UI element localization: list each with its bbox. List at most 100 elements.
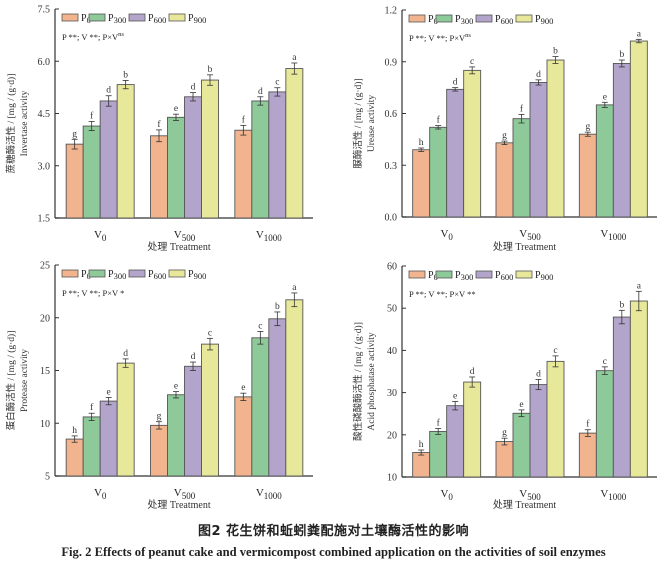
legend: P0P300P600P900 [408,270,553,282]
significance-letter: c [553,346,557,356]
bar-p0 [150,135,168,219]
legend-swatch-2 [128,269,146,278]
significance-letter: c [275,78,279,88]
bar-p600 [612,63,631,218]
significance-letter: d [536,70,541,80]
bar-p600 [529,81,548,218]
bar-p300 [251,100,270,219]
significance-letter: e [107,387,111,397]
significance-letter: a [292,283,297,293]
chart-panel-top-left: 1.5 3.0 4.5 6.0 7.5 蔗糖酶活性 / [mg / (g·d)] Inver… [5,5,313,253]
bar-p300 [167,394,185,477]
x-axis-label: 处理 Treatment [147,499,210,511]
bar-p600 [184,365,202,477]
significance-letter: f [437,417,441,428]
significance-letter: h [72,426,77,436]
legend-swatch-3 [168,13,186,22]
bar-p0 [412,149,431,218]
bar-p300 [512,412,531,478]
y-tick-label: 0.3 [385,161,398,172]
y-axis-label-english: Urease activity [367,95,377,152]
x-tick-label: V500 [519,228,541,242]
bar-p900 [629,300,648,478]
legend-swatch-2 [475,270,493,279]
significance-letter: f [520,103,524,114]
bar-p900 [116,362,135,477]
legend-label: P600 [495,14,513,26]
significance-letter: f [90,111,94,122]
significance-letter: b [275,302,280,312]
bar-p600 [612,316,631,478]
bar-p900 [546,59,565,218]
significance-letter: c [208,328,212,338]
x-tick-label: V0 [440,228,453,242]
bar-p900 [546,360,565,478]
significance-letter: e [174,104,178,114]
bar-p900 [463,381,482,478]
y-tick-label: 25 [40,261,50,272]
significance-letter: d [123,349,128,359]
significance-letter: f [242,114,246,125]
y-tick-label: 10 [40,419,50,430]
legend-swatch-0 [61,269,79,278]
bar-p0 [578,133,597,218]
significance-letter: f [90,402,94,413]
legend-swatch-2 [475,14,493,23]
significance-letter: c [603,357,607,367]
figure-caption-chinese: 图2 花生饼和蚯蚓粪配施对土壤酶活性的影响 [197,524,470,539]
bar-p300 [429,430,448,478]
anova-stats: P **; V **; P×Vns [409,32,471,43]
significance-letter: g [72,129,77,139]
significance-letter: b [619,300,624,310]
y-tick-label: 40 [387,346,397,357]
x-tick-label: V1000 [256,487,282,501]
x-tick-label: V0 [94,487,107,501]
x-tick-label: V1000 [600,488,626,502]
bar-p300 [251,337,270,477]
significance-letter: d [106,86,111,96]
y-tick-label: 5 [45,472,50,483]
bar-p900 [285,68,304,219]
legend-label: P300 [108,13,126,25]
legend-swatch-1 [88,269,106,278]
significance-letter: a [637,29,642,39]
y-tick-label: 15 [40,366,50,377]
legend-label: P600 [148,13,166,25]
bar-p0 [495,142,514,218]
y-tick-label: 1.2 [385,6,398,17]
bar-p600 [446,88,465,218]
x-tick-label: V500 [519,488,541,502]
y-tick-label: 4.5 [38,109,51,120]
x-axis-label: 处理 Treatment [493,241,556,253]
anova-stats: P **; V **; P×Vns [62,31,124,42]
x-tick-label: V500 [174,229,196,243]
significance-letter: e [519,400,523,410]
significance-letter: g [157,412,162,422]
x-tick-label: V0 [440,488,453,502]
significance-letter: c [470,57,474,67]
chart-panel-top-right: 0.0 0.3 0.6 0.9 1.2 脲酶活性 / [mg / (g·d)] Urease… [352,6,657,253]
bar-p0 [150,424,168,477]
bar-p900 [285,299,304,477]
significance-letter: a [292,53,297,63]
y-tick-label: 20 [387,430,397,441]
bar-p600 [529,384,548,478]
significance-letter: f [586,419,590,430]
bar-p600 [99,400,118,477]
x-axis-label: 处理 Treatment [493,499,556,511]
significance-letter: e [241,383,245,393]
y-axis-label-english: Invertase activity [20,90,30,156]
y-axis-label-chinese: 蛋白酶活性 / [mg / (g·d)] [5,331,17,431]
y-tick-label: 0.6 [385,109,398,120]
significance-letter: e [174,382,178,392]
chart-panel-bottom-right: 10 20 30 40 50 60 酸性磷酸酶活性 / [mg / (g·d)] Acid p… [352,262,657,511]
bar-p300 [429,126,448,218]
y-tick-label: 1.5 [38,214,51,225]
significance-letter: b [553,47,558,57]
significance-letter: h [419,440,424,450]
bar-p300 [595,104,614,218]
legend-label: P900 [535,270,553,282]
significance-letter: h [419,138,424,148]
y-axis-label-english: Protease activity [20,349,30,412]
x-axis-label: 处理 Treatment [147,241,210,253]
